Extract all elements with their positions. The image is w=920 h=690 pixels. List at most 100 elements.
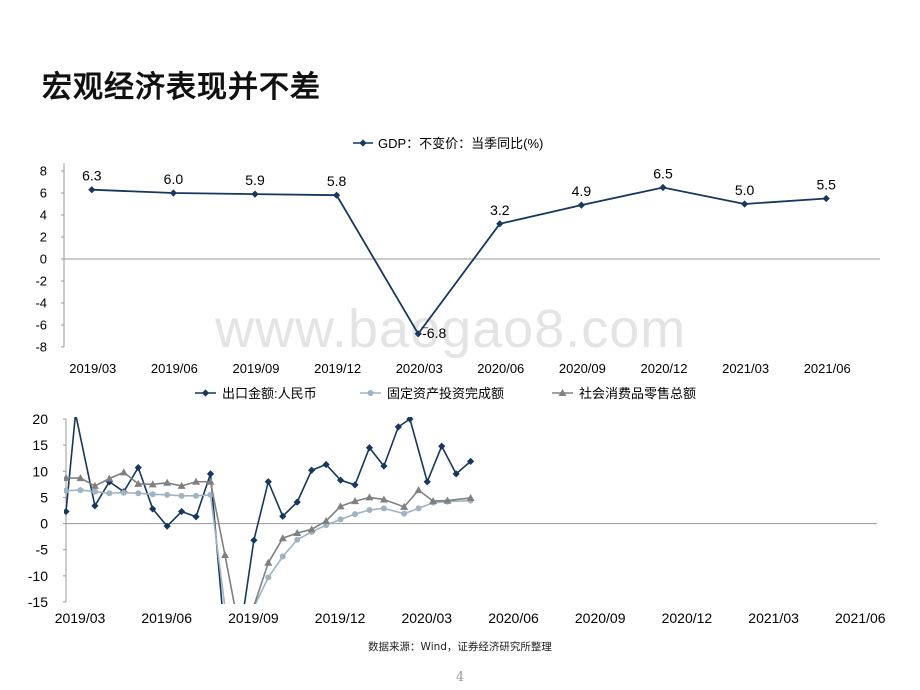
export-series-point (406, 417, 414, 423)
legend-label-retail: 社会消费品零售总额 (579, 386, 696, 401)
macro-chart: 出口金额:人民币 固定资产投资完成额 社会消费品零售总额 20 15 10 5 0 -5 -10 -… (28, 386, 886, 626)
export-series-point (308, 466, 316, 474)
fai-series-point (193, 492, 200, 499)
macro-y-tick-label: 5 (40, 489, 48, 505)
gdp-point (333, 191, 341, 199)
export-series-point (206, 470, 215, 478)
fai-series-point (149, 491, 156, 498)
export-series-point (351, 481, 359, 489)
gdp-y-tick-label: -6 (35, 318, 47, 333)
fai-series-point (178, 492, 185, 499)
macro-y-tick-label: 20 (32, 411, 48, 427)
macro-x-tick-label: 2020/06 (488, 610, 539, 626)
gdp-y-tick-label: -4 (35, 296, 47, 311)
export-series-point (394, 423, 402, 431)
export-series-point (264, 478, 272, 486)
export-series-point (467, 457, 475, 465)
legend-label-fai: 固定资产投资完成额 (387, 386, 504, 401)
export-series-point (64, 507, 70, 516)
gdp-chart: GDP：不变价：当季同比(%) 8 6 4 2 0 -2 -4 -6 -8 2019/03 2019/… (35, 136, 880, 376)
retail-series-point (351, 497, 359, 505)
export-series-point (380, 462, 388, 470)
export-series-point (134, 464, 142, 472)
export-series-line (65, 417, 472, 604)
gdp-data-label: 5.0 (735, 182, 755, 198)
export-series-point (91, 502, 99, 510)
macro-legend: 出口金额:人民币 固定资产投资完成额 社会消费品零售总额 (195, 386, 696, 401)
macro-x-tick-label: 2019/03 (55, 610, 106, 626)
macro-x-tick-label: 2021/06 (835, 610, 886, 626)
retail-series-point (119, 468, 128, 476)
fai-series-point (64, 487, 69, 494)
retail-series-point (429, 497, 438, 505)
macro-y-tick-label: -10 (28, 568, 48, 584)
retail-series-point (278, 534, 287, 542)
gdp-y-tick-label: -2 (35, 274, 47, 289)
data-source: 数据来源：Wind，证券经济研究所整理 (368, 641, 552, 653)
legend-marker (367, 390, 374, 396)
macro-y-tick-label: -5 (36, 542, 49, 558)
fai-series-point (366, 506, 373, 513)
gdp-point (251, 190, 259, 198)
macro-x-tick-label: 2019/06 (141, 610, 192, 626)
gdp-data-label: 5.9 (245, 172, 265, 188)
retail-series-point (90, 481, 99, 489)
gdp-data-label: 4.9 (572, 183, 592, 199)
legend-marker (558, 389, 567, 396)
retail-series-point (379, 495, 388, 503)
gdp-point (577, 201, 585, 209)
export-series-point (365, 444, 374, 452)
export-series-point (322, 460, 330, 469)
legend-diamond (359, 139, 367, 147)
export-series-point (178, 507, 186, 516)
retail-series-point (76, 474, 85, 482)
retail-series-point (148, 480, 157, 488)
watermark: www.baogao8.com (215, 299, 687, 359)
macro-x-tick-label: 2019/12 (315, 610, 366, 626)
macro-x-tick-label: 2020/09 (575, 610, 626, 626)
fai-series-point (294, 536, 301, 543)
retail-series-point (414, 486, 423, 494)
legend-label-export: 出口金额:人民币 (222, 386, 317, 401)
gdp-data-label: 6.3 (82, 168, 102, 184)
fai-series-point (279, 553, 286, 560)
fai-series-point (91, 488, 98, 495)
export-series-point (192, 513, 200, 521)
gdp-data-label: 6.0 (164, 171, 184, 187)
gdp-y-tick-label: 0 (40, 252, 47, 267)
gdp-series-line (91, 186, 827, 336)
gdp-legend: GDP：不变价：当季同比(%) (353, 136, 543, 151)
retail-series-point (443, 496, 452, 504)
gdp-x-tick-label: 2020/12 (641, 361, 688, 376)
retail-series-point (307, 525, 316, 533)
gdp-data-label: 5.8 (327, 173, 347, 189)
retail-series-point (264, 558, 273, 566)
retail-series-point (163, 478, 172, 486)
legend-marker (201, 389, 210, 397)
retail-series-point (400, 502, 409, 510)
gdp-y-tick-label: 2 (40, 230, 47, 245)
export-series-point (163, 522, 171, 530)
fai-series-point (265, 574, 272, 581)
gdp-point (822, 194, 830, 203)
retail-series-point (177, 481, 186, 489)
retail-series (64, 468, 475, 604)
gdp-y-tick-label: -8 (35, 340, 47, 355)
gdp-data-label: 6.5 (653, 166, 673, 182)
retail-series-point (365, 493, 374, 501)
export-series-point (279, 512, 287, 520)
retail-series-point (322, 516, 331, 524)
gdp-y-tick-label: 8 (40, 164, 47, 179)
gdp-point (659, 183, 667, 192)
gdp-y-tick-label: 4 (40, 208, 47, 223)
gdp-y-tick-label: 6 (40, 186, 47, 201)
export-series-point (438, 442, 446, 450)
fai-series-point (401, 510, 408, 517)
gdp-point (169, 189, 177, 197)
retail-series-point (293, 528, 302, 536)
export-series-point (423, 478, 431, 486)
gdp-x-tick-label: 2019/06 (151, 361, 198, 376)
export-series (64, 417, 475, 604)
macro-y-tick-label: -15 (28, 594, 48, 610)
